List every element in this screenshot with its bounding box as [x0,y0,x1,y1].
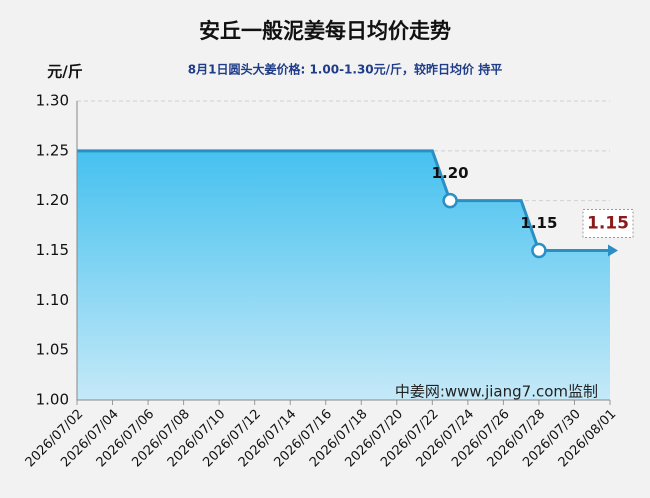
y-tick-label: 1.25 [36,141,69,159]
y-tick-label: 1.00 [36,391,69,409]
subtitle: 8月1日圆头大姜价格: 1.00-1.30元/斤，较昨日均价 持平 [188,62,502,77]
y-axis-label: 元/斤 [47,63,82,81]
watermark: 中姜网:www.jiang7.com监制 [395,383,598,401]
value-label: 1.15 [520,214,557,232]
line [77,149,610,252]
last-value-label: 1.15 [587,214,629,234]
chart-title: 安丘一般泥姜每日均价走势 [199,19,451,43]
y-tick-label: 1.15 [36,241,69,259]
last-value-box [582,209,634,238]
arrow-head [608,244,618,257]
y-tick-label: 1.20 [36,191,69,209]
value-label: 1.20 [432,164,469,182]
y-tick-label: 1.30 [36,92,69,110]
area [77,150,610,400]
y-tick-label: 1.10 [36,291,69,309]
point [531,242,547,259]
point [442,192,458,209]
y-tick-label: 1.05 [36,341,69,359]
